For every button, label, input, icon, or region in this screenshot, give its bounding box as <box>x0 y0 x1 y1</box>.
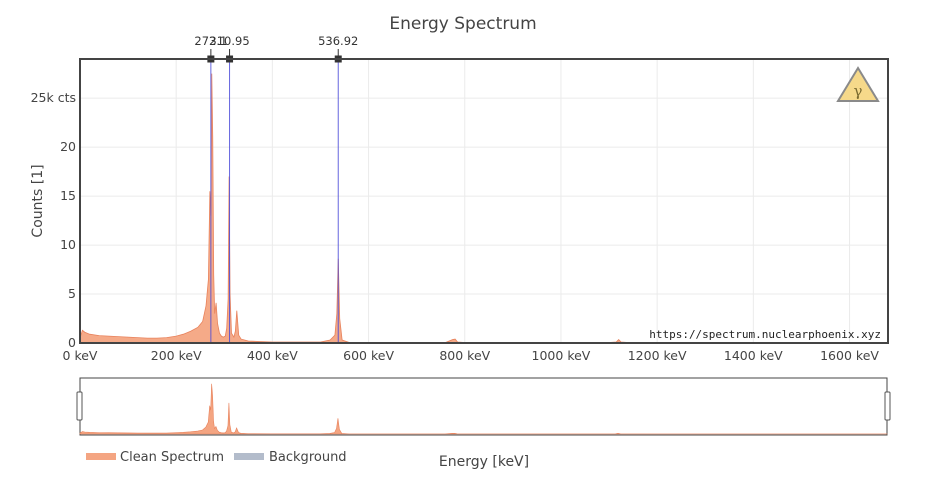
x-tick-label: 1600 keV <box>820 348 879 363</box>
x-tick-label: 0 keV <box>63 348 98 363</box>
peak-label: 310.95 <box>209 34 249 48</box>
x-tick-label: 600 keV <box>343 348 394 363</box>
peak-label: 536.92 <box>318 34 358 48</box>
legend-item-clean-spectrum[interactable]: Clean Spectrum <box>86 450 224 465</box>
radiation-logo: γ <box>836 66 880 102</box>
y-axis-title: Counts [1] <box>30 164 46 237</box>
chart-title: Energy Spectrum <box>389 14 536 34</box>
x-tick-label: 200 keV <box>151 348 202 363</box>
y-tick-label: 10 <box>60 237 76 252</box>
x-axis-title: Energy [keV] <box>439 454 529 470</box>
gamma-icon: γ <box>854 82 863 100</box>
legend-label-background: Background <box>269 450 347 465</box>
range-slider-preview <box>79 383 888 435</box>
x-tick-label: 800 keV <box>439 348 490 363</box>
x-tick-label: 1400 keV <box>724 348 783 363</box>
range-slider-right-handle[interactable] <box>884 391 891 421</box>
legend-label-clean: Clean Spectrum <box>120 450 224 465</box>
plot-area[interactable] <box>80 59 888 343</box>
y-axis-ticks: 0 5 10 15 20 25k cts <box>31 90 76 350</box>
y-tick-label: 15 <box>60 188 76 203</box>
x-tick-label: 1200 keV <box>628 348 687 363</box>
legend-item-background[interactable]: Background <box>234 450 347 465</box>
range-slider-series <box>79 383 888 435</box>
legend-swatch-background <box>234 453 264 460</box>
peak-label: 272.1 <box>194 34 227 48</box>
legend: Clean Spectrum Background <box>86 450 347 465</box>
range-slider[interactable] <box>76 377 891 436</box>
y-tick-label: 25k cts <box>31 90 76 105</box>
watermark-url[interactable]: https://spectrum.nuclearphoenix.xyz <box>649 328 881 341</box>
y-tick-label: 0 <box>68 335 76 350</box>
x-axis-ticks: 0 keV 200 keV 400 keV 600 keV 800 keV 1000 ke… <box>63 348 880 363</box>
range-slider-frame <box>79 377 888 436</box>
plot-frame <box>79 58 889 344</box>
range-slider-left-handle[interactable] <box>76 391 83 421</box>
x-tick-label: 400 keV <box>247 348 298 363</box>
y-tick-label: 20 <box>60 139 76 154</box>
legend-swatch-clean <box>86 453 116 460</box>
grid-lines <box>80 59 888 343</box>
y-tick-label: 5 <box>68 286 76 301</box>
x-tick-label: 1000 keV <box>532 348 591 363</box>
